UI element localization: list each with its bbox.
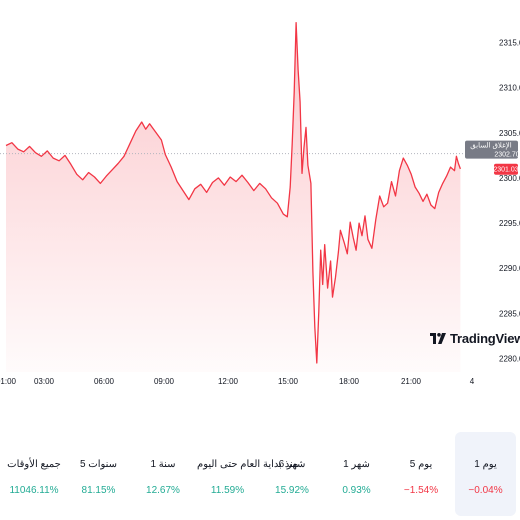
period-label: منذ بداية العام حتى اليوم bbox=[197, 459, 299, 470]
period-change: 15.92% bbox=[275, 485, 309, 496]
period-label: جميع الأوقات bbox=[7, 459, 61, 470]
last-price-value: 2301.03 bbox=[493, 167, 518, 174]
x-tick-label: 21:00 bbox=[401, 377, 422, 386]
period-1-month[interactable]: 1 شهر 0.93% bbox=[326, 432, 387, 516]
y-tick-label: 2290.00 bbox=[499, 264, 520, 273]
x-tick-label: 01:00 bbox=[0, 377, 17, 386]
period-ytd[interactable]: منذ بداية العام حتى اليوم 11.59% bbox=[197, 432, 299, 516]
period-6-month[interactable]: 6 شهر 15.92% bbox=[262, 432, 323, 516]
period-label: 5 سنوات bbox=[79, 459, 118, 470]
price-chart[interactable]: 2315.00 2310.00 2305.00 2300.00 2295.00 2290.… bbox=[0, 0, 520, 400]
period-label: 5 يوم bbox=[409, 459, 433, 470]
price-area-fill bbox=[6, 22, 461, 372]
y-tick-label: 2315.00 bbox=[499, 39, 520, 48]
period-change: 81.15% bbox=[81, 485, 116, 496]
x-tick-label: 06:00 bbox=[94, 377, 115, 386]
previous-close-tag: الإغلاق السابق 2302.70 bbox=[465, 140, 520, 159]
tradingview-brand-text: TradingView bbox=[450, 331, 520, 346]
period-all-time[interactable]: جميع الأوقات 11046.11% bbox=[4, 432, 65, 516]
period-change: 11046.11% bbox=[9, 485, 59, 496]
price-line bbox=[5, 22, 462, 364]
period-5-day[interactable]: 5 يوم −1.54% bbox=[391, 432, 452, 516]
y-tick-label: 2300.00 bbox=[499, 174, 520, 183]
period-change: −0.04% bbox=[468, 485, 503, 496]
x-tick-label: 09:00 bbox=[154, 377, 175, 386]
period-change: 0.93% bbox=[342, 485, 371, 496]
period-label: 1 شهر bbox=[343, 459, 370, 470]
period-label: 6 شهر bbox=[278, 459, 306, 470]
price-axis[interactable]: 2315.00 2310.00 2305.00 2300.00 2295.00 2290.… bbox=[499, 39, 520, 364]
x-tick-label: 12:00 bbox=[218, 377, 239, 386]
previous-close-value: 2302.70 bbox=[494, 152, 519, 159]
y-tick-label: 2295.00 bbox=[499, 219, 520, 228]
x-tick-label: 15:00 bbox=[278, 377, 299, 386]
period-label: 1 سنة bbox=[150, 459, 176, 470]
period-1-year[interactable]: 1 سنة 12.67% bbox=[133, 432, 194, 516]
period-1-day[interactable]: 1 يوم −0.04% bbox=[455, 432, 516, 516]
x-tick-label: 4 bbox=[470, 377, 475, 386]
last-price-tag: 2301.03 bbox=[493, 163, 519, 175]
period-5-years[interactable]: 5 سنوات 81.15% bbox=[68, 432, 129, 516]
period-label: 1 يوم bbox=[474, 459, 497, 470]
y-tick-label: 2285.00 bbox=[499, 309, 520, 318]
previous-close-label: الإغلاق السابق bbox=[470, 142, 511, 150]
y-tick-label: 2310.00 bbox=[499, 84, 520, 93]
period-change: −1.54% bbox=[403, 485, 439, 496]
tradingview-watermark[interactable]: TradingView bbox=[430, 331, 520, 346]
period-change: 11.59% bbox=[210, 485, 245, 496]
time-axis[interactable]: 01:00 03:00 06:00 09:00 12:00 15:00 18:00 21:00… bbox=[0, 377, 475, 386]
y-tick-label: 2280.00 bbox=[499, 355, 520, 364]
x-tick-label: 18:00 bbox=[339, 377, 360, 386]
y-tick-label: 2305.00 bbox=[499, 129, 520, 138]
period-change: 12.67% bbox=[146, 485, 180, 496]
x-tick-label: 03:00 bbox=[34, 377, 55, 386]
tradingview-logo-icon bbox=[430, 333, 446, 344]
performance-periods: 1 يوم −0.04% 5 يوم −1.54% 1 شهر 0.93% 6 … bbox=[0, 432, 520, 520]
